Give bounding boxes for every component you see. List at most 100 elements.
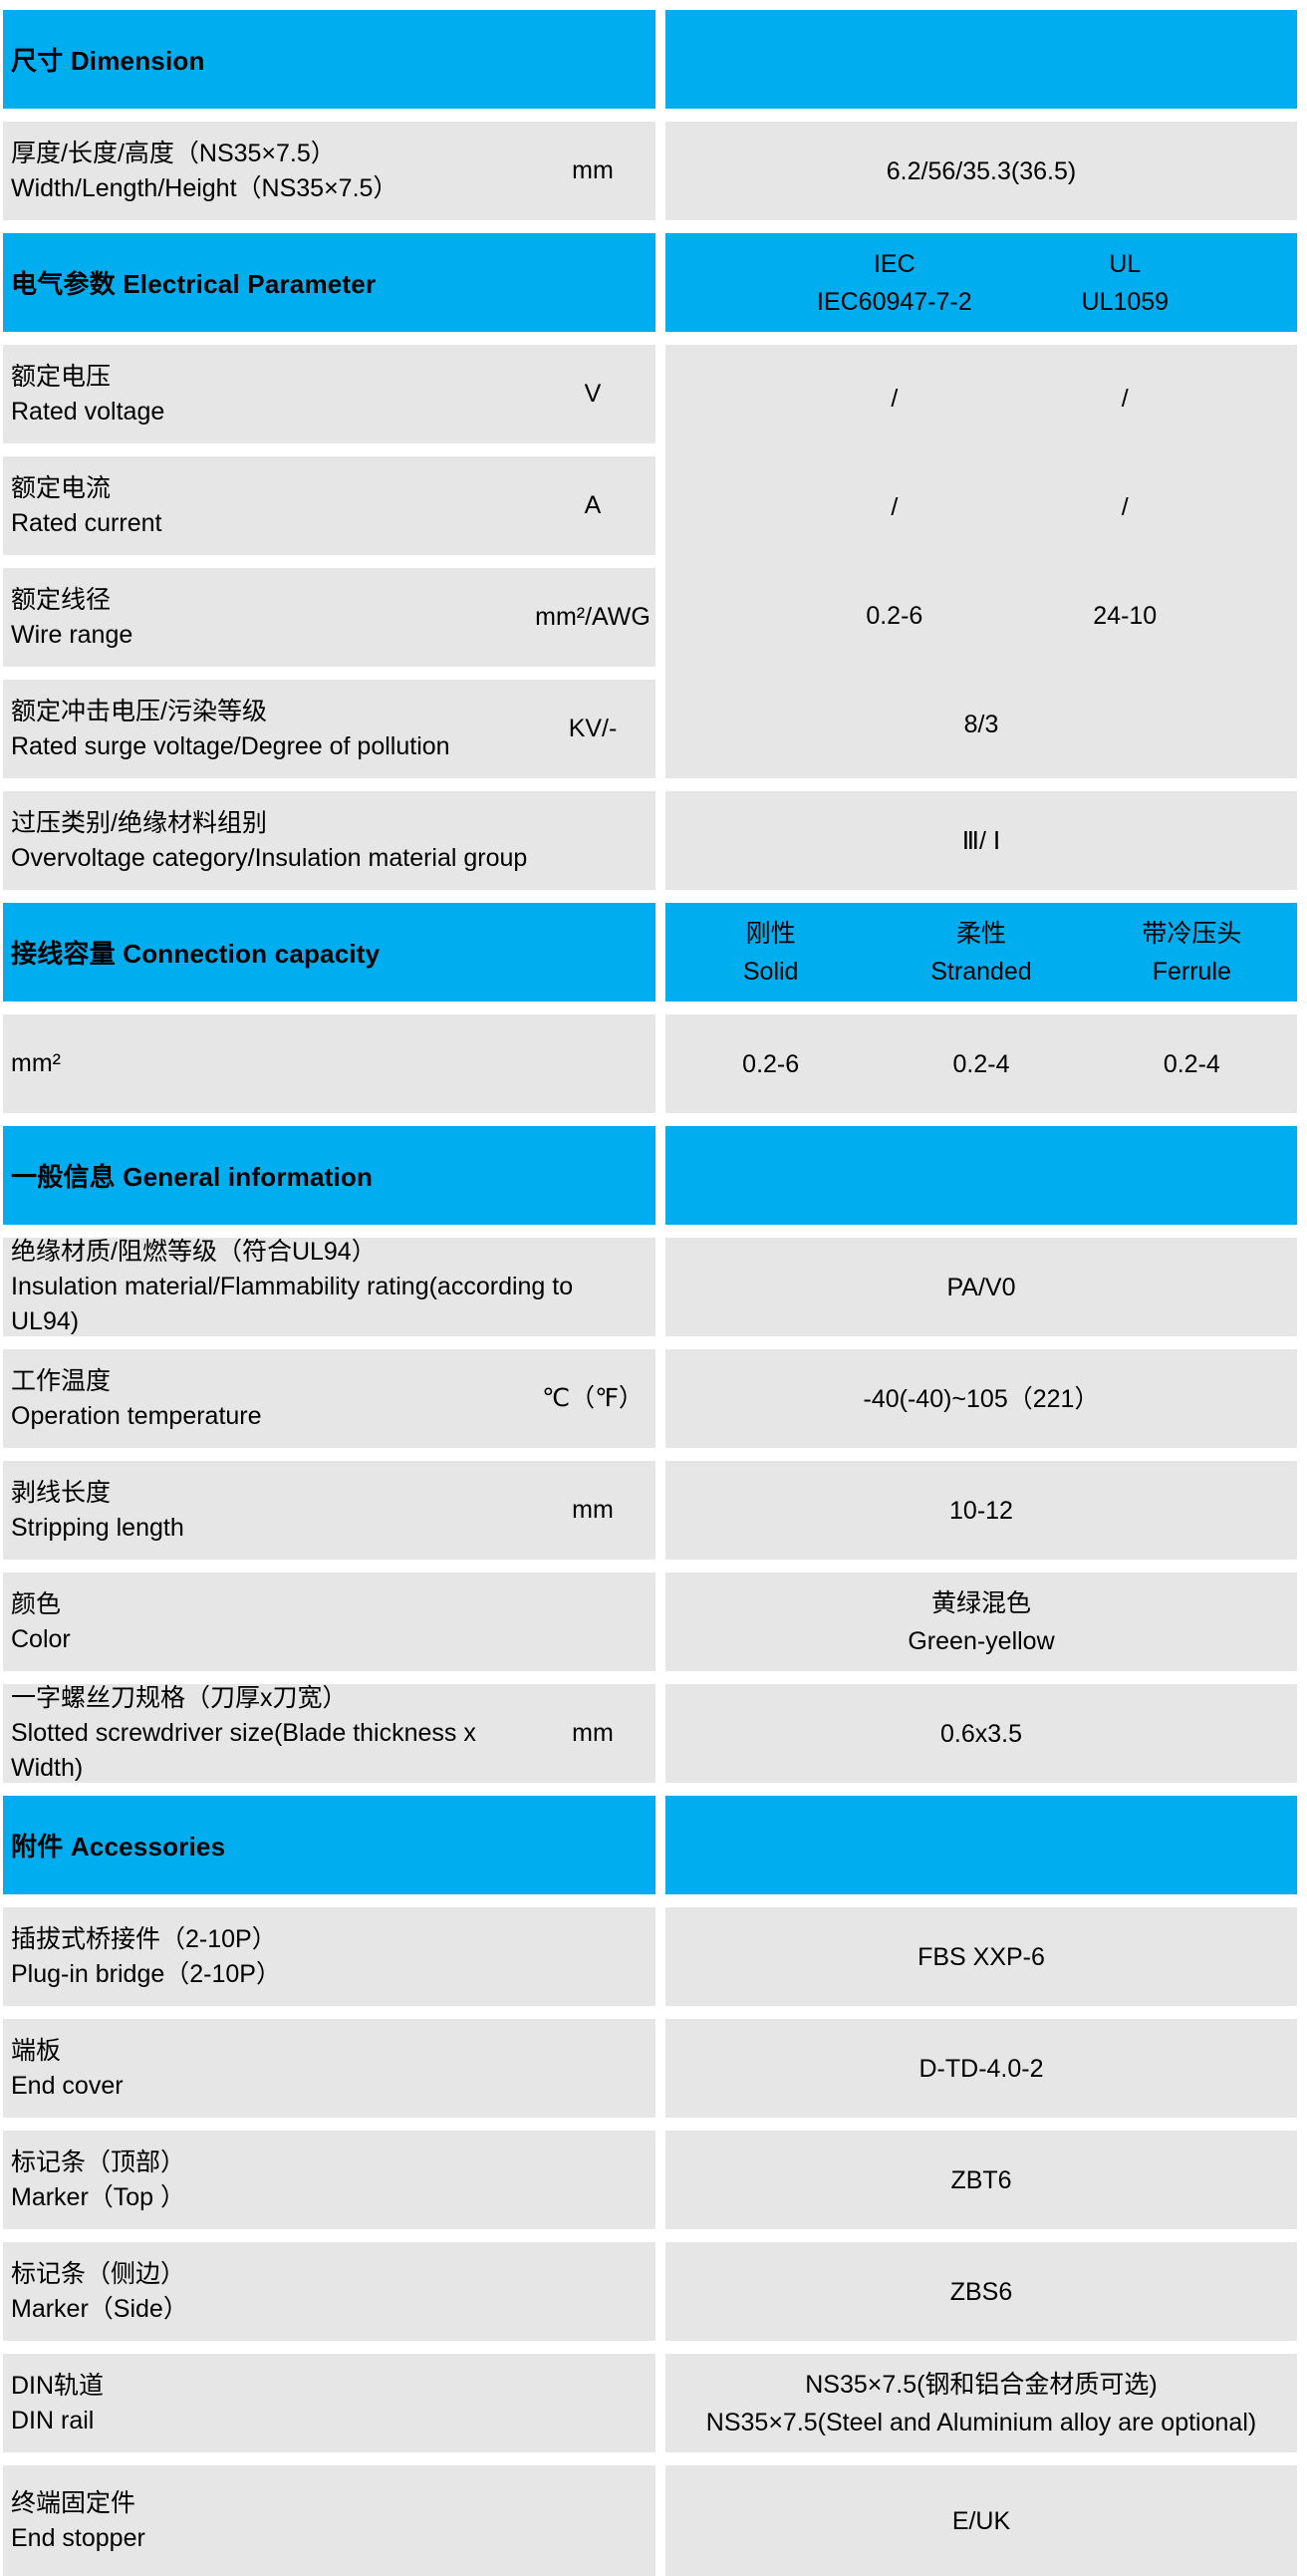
section-header-right-cell: IEC IEC60947-7-2 UL UL1059 [665,233,1297,332]
group-merged-value-cell: / / //0.2-6 24-10 8/3 [665,345,1297,778]
spec-value-cell: ZBS6 [665,2242,1297,2341]
spec-label-cell: mm² [3,1014,655,1113]
label-en: End stopper [11,2523,145,2552]
spec-label-cell: 端板 End cover [3,2019,655,2118]
iec-value: / [891,493,899,522]
section-header-accessories: 附件 Accessories [3,1796,1297,1894]
spec-label: DIN轨道 DIN rail [11,2369,589,2438]
column-label-en: Stranded [930,957,1032,986]
spec-label: 额定冲击电压/污染等级 Rated surge voltage/Degree of… [11,695,534,764]
spec-label-cell: 工作温度 Operation temperature ℃（℉） [3,1349,655,1448]
spec-table: 尺寸 Dimension 厚度/长度/高度（NS35×7.5） Width/Leng… [3,10,1297,2576]
spec-label: 额定电流 Rated current [11,471,534,541]
label-en: Rated voltage [11,397,165,426]
label-en: Marker（Side） [11,2294,188,2323]
spec-label: 端板 End cover [11,2034,589,2104]
column-label-zh: 带冷压头 [1142,919,1242,948]
column-label-en: UL1059 [1081,287,1170,316]
spec-label: 标记条（侧边） Marker（Side） [11,2257,589,2327]
section-title: 附件 Accessories [11,1832,226,1861]
label-en: Operation temperature [11,1401,262,1430]
spec-value-cell: -40(-40)~105（221） [665,1349,1297,1448]
section-header-left-cell: 电气参数 Electrical Parameter [3,233,655,332]
spec-label-cell: 过压类别/绝缘材料组别 Overvoltage category/Insulati… [3,791,655,890]
label-zh: 额定线径 [11,585,112,614]
spec-label-cell: 额定线径 Wire range mm²/AWG [3,568,655,667]
unit-label: mm [572,1496,614,1524]
spec-label: 绝缘材质/阻燃等级（符合UL94） Insulation material/Fla… [11,1235,589,1339]
spec-value: 6.2/56/35.3(36.5) [886,156,1077,185]
spec-value-cell: 黄绿混色 Green-yellow [665,1573,1297,1671]
column-label-en: IEC60947-7-2 [816,287,972,316]
spec-value: ZBT6 [950,2165,1012,2194]
section-header-left-cell: 尺寸 Dimension [3,10,655,109]
label-en: Plug-in bridge（2-10P） [11,1959,281,1988]
spec-value-cell: E/UK [665,2465,1297,2576]
label-en: Width/Length/Height（NS35×7.5） [11,173,398,202]
ul-value: / [1121,493,1129,522]
section-header-right-cell [665,10,1297,109]
standard-column: IEC IEC60947-7-2 [779,245,1009,321]
spec-row-end-stopper: 终端固定件 End stopper E/UK [3,2465,1297,2576]
label-en: Insulation material/Flammability rating(… [11,1273,574,1335]
unit-label: mm²/AWG [535,603,651,631]
section-header-general-information: 一般信息 General information [3,1126,1297,1225]
spec-label-cell: 一字螺丝刀规格（刀厚x刀宽） Slotted screwdriver size(B… [3,1684,655,1783]
spec-row-plug-in-bridge: 插拔式桥接件（2-10P） Plug-in bridge（2-10P） FBS XX… [3,1907,1297,2006]
label-en: End cover [11,2071,124,2100]
label-zh: 厚度/长度/高度（NS35×7.5） [11,139,336,167]
spec-value: ZBS6 [949,2277,1013,2306]
spec-value-line: NS35×7.5(钢和铝合金材质可选) [805,2370,1158,2399]
label-zh: 过压类别/绝缘材料组别 [11,808,267,837]
spec-label-cell: 厚度/长度/高度（NS35×7.5） Width/Length/Height（NS… [3,122,655,220]
column-label-en: Ferrule [1152,957,1231,986]
spec-label: 剥线长度 Stripping length [11,1476,534,1546]
value-columns: / / [665,488,1297,526]
spec-row-screwdriver-size: 一字螺丝刀规格（刀厚x刀宽） Slotted screwdriver size(B… [3,1684,1297,1783]
unit-label: KV/- [568,715,618,742]
spec-label-cell: 终端固定件 End stopper [3,2465,655,2576]
value-columns: / / [665,380,1297,418]
spec-value: -40(-40)~105（221） [863,1384,1100,1413]
spec-value: FBS XXP-6 [917,1942,1045,1971]
label-zh: 终端固定件 [11,2488,136,2517]
section-header-right-cell [665,1126,1297,1225]
spec-label-cell: 额定电流 Rated current A [3,456,655,555]
spec-row-marker-side: 标记条（侧边） Marker（Side） ZBS6 [3,2242,1297,2341]
label-en: Overvoltage category/Insulation material… [11,843,528,872]
column-label-zh: IEC [873,249,915,278]
section-header-connection-capacity: 接线容量 Connection capacity 刚性 Solid 柔性 Strande… [3,903,1297,1002]
label-zh: 端板 [11,2036,62,2065]
spec-label-cell: 绝缘材质/阻燃等级（符合UL94） Insulation material/Fla… [3,1238,655,1336]
spec-row-end-cover: 端板 End cover D-TD-4.0-2 [3,2019,1297,2118]
spec-label: 颜色 Color [11,1587,589,1657]
spec-value: PA/V0 [946,1273,1016,1301]
spec-row-din-rail: DIN轨道 DIN rail NS35×7.5(钢和铝合金材质可选) NS35×7.5… [3,2354,1297,2452]
spec-row-overvoltage: 过压类别/绝缘材料组别 Overvoltage category/Insulati… [3,791,1297,890]
spec-value-cell: 6.2/56/35.3(36.5) [665,122,1297,220]
unit-label: mm [572,156,614,184]
label-zh: 工作温度 [11,1366,112,1395]
spec-label-cell: 标记条（顶部） Marker（Top ） [3,2131,655,2229]
standard-column: 带冷压头 Ferrule [1087,915,1297,991]
unit-label: V [584,380,602,408]
label-zh: mm² [11,1049,61,1077]
section-header-left-cell: 接线容量 Connection capacity [3,903,655,1002]
spec-value-cell: D-TD-4.0-2 [665,2019,1297,2118]
label-en: Slotted screwdriver size(Blade thickness… [11,1719,476,1782]
spec-value: D-TD-4.0-2 [918,2054,1044,2083]
unit-label: mm [572,1719,614,1747]
spec-label-cell: 剥线长度 Stripping length mm [3,1461,655,1560]
value-band: 0.2-6 24-10 [665,562,1297,671]
iec-value: / [891,385,899,414]
label-zh: 标记条（顶部） [11,2147,186,2176]
iec-value: 0.2-6 [866,601,923,630]
label-zh: 标记条（侧边） [11,2259,186,2288]
spec-label-cell: 额定冲击电压/污染等级 Rated surge voltage/Degree of… [3,680,655,778]
value-columns: 0.2-6 24-10 [665,597,1297,635]
spec-row-group-electrical-group: 额定电压 Rated voltage V 额定电流 Rated current A 额定线径… [3,345,1297,778]
column-label-zh: 柔性 [955,919,1006,948]
standard-column: UL UL1059 [1010,245,1240,321]
spec-label-cell: DIN轨道 DIN rail [3,2354,655,2452]
group-label-column: 额定电压 Rated voltage V 额定电流 Rated current A 额定线径… [3,345,655,778]
